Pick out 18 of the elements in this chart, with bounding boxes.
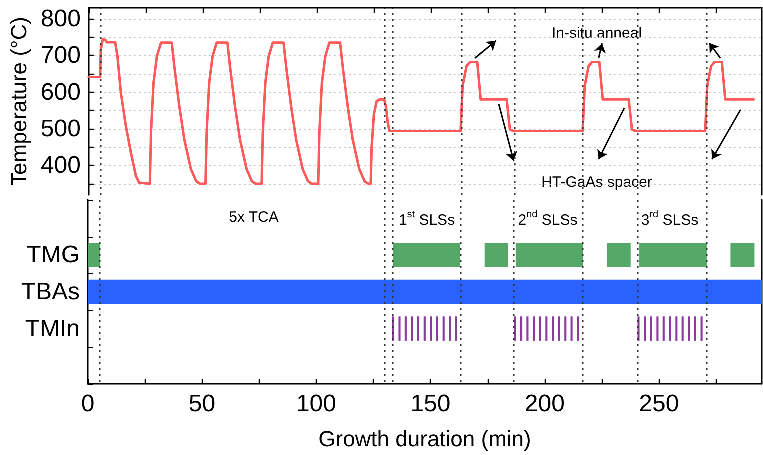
- y-tick-label: 800: [40, 6, 81, 32]
- x-tick-label: 150: [410, 390, 451, 418]
- x-tick-label: 50: [188, 390, 216, 418]
- x-tick-label: 0: [81, 390, 95, 418]
- annotation: HT-GaAs spacer: [542, 174, 652, 191]
- y-tick-label: TBAs: [21, 278, 80, 306]
- y-tick-label: TMG: [26, 242, 80, 269]
- annotation: 5x TCA: [229, 209, 279, 226]
- y-tick-label: 400: [40, 152, 81, 180]
- y-tick-label: 500: [40, 116, 81, 142]
- x-tick-label: 200: [524, 390, 565, 418]
- y-axis-title: Temperature (°C): [6, 17, 32, 186]
- y-tick-label: 700: [40, 42, 81, 70]
- x-tick-label: 250: [639, 390, 680, 418]
- x-axis-title: Growth duration (min): [318, 426, 532, 452]
- x-tick-label: 100: [296, 390, 336, 418]
- y-tick-label: 600: [40, 78, 81, 106]
- y-tick-label: TMIn: [25, 315, 80, 342]
